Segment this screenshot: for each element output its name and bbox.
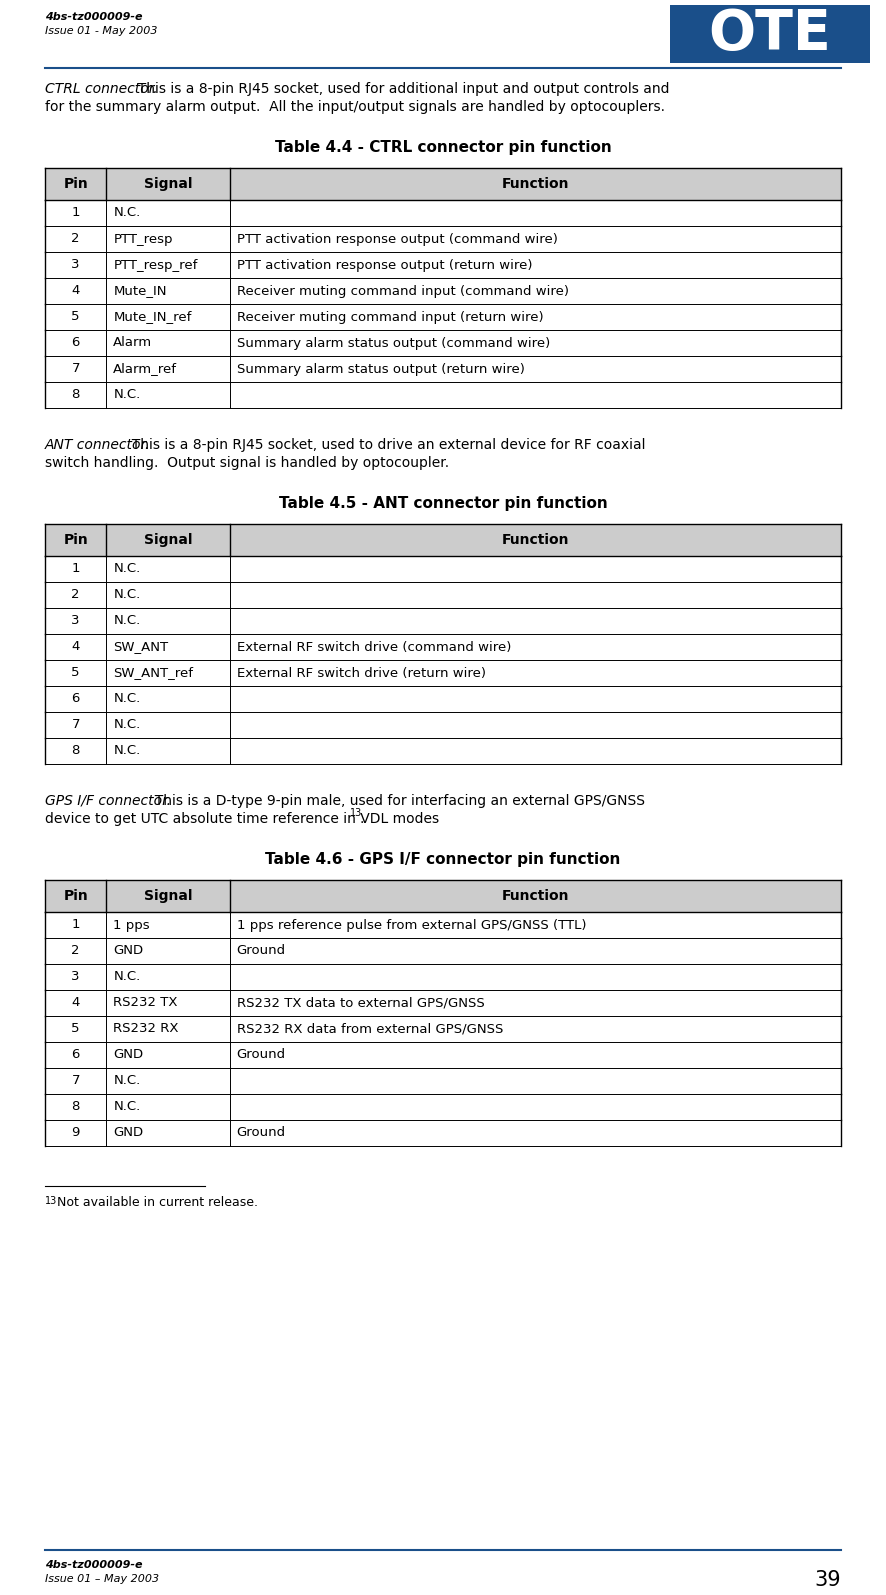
Text: N.C.: N.C. (113, 614, 141, 627)
Text: Mute_IN: Mute_IN (113, 284, 167, 298)
Text: GPS I/F connector.: GPS I/F connector. (45, 794, 171, 809)
Bar (45, 525, 841, 557)
Text: Pin: Pin (63, 533, 88, 547)
Text: device to get UTC absolute time reference in VDL modes: device to get UTC absolute time referenc… (45, 812, 439, 826)
Text: GND: GND (113, 944, 144, 957)
Text: 4: 4 (72, 641, 80, 654)
Text: 1 pps reference pulse from external GPS/GNSS (TTL): 1 pps reference pulse from external GPS/… (237, 919, 587, 931)
Text: N.C.: N.C. (113, 389, 141, 402)
Text: 9: 9 (72, 1126, 80, 1139)
Bar (670, 5, 870, 62)
Text: 8: 8 (72, 1101, 80, 1113)
Text: 1: 1 (72, 919, 80, 931)
Text: Summary alarm status output (return wire): Summary alarm status output (return wire… (237, 362, 525, 375)
Text: This is a 8-pin RJ45 socket, used to drive an external device for RF coaxial: This is a 8-pin RJ45 socket, used to dri… (123, 439, 646, 451)
Text: This is a D-type 9-pin male, used for interfacing an external GPS/GNSS: This is a D-type 9-pin male, used for in… (146, 794, 645, 809)
Text: 2: 2 (72, 944, 80, 957)
Text: Ground: Ground (237, 1048, 286, 1062)
Text: 4bs-tz000009-e: 4bs-tz000009-e (45, 13, 143, 22)
Text: Table 4.4 - CTRL connector pin function: Table 4.4 - CTRL connector pin function (275, 140, 611, 155)
Text: 8: 8 (72, 389, 80, 402)
Text: 13: 13 (45, 1196, 58, 1206)
Text: RS232 RX data from external GPS/GNSS: RS232 RX data from external GPS/GNSS (237, 1022, 503, 1035)
Text: 5: 5 (72, 311, 80, 324)
Text: External RF switch drive (command wire): External RF switch drive (command wire) (237, 641, 511, 654)
Text: ANT connector.: ANT connector. (45, 439, 151, 451)
Text: N.C.: N.C. (113, 563, 141, 576)
Text: 8: 8 (72, 745, 80, 758)
Text: 6: 6 (72, 1048, 80, 1062)
Text: 2: 2 (72, 233, 80, 246)
Text: Ground: Ground (237, 944, 286, 957)
Text: Pin: Pin (63, 888, 88, 903)
Text: PTT_resp: PTT_resp (113, 233, 173, 246)
Text: 4bs-tz000009-e: 4bs-tz000009-e (45, 1560, 143, 1569)
Text: PTT_resp_ref: PTT_resp_ref (113, 258, 198, 271)
Text: Alarm_ref: Alarm_ref (113, 362, 177, 375)
Text: 6: 6 (72, 692, 80, 705)
Text: 6: 6 (72, 337, 80, 349)
Text: Signal: Signal (144, 533, 192, 547)
Text: 5: 5 (72, 1022, 80, 1035)
Text: 39: 39 (814, 1569, 841, 1590)
Text: Summary alarm status output (command wire): Summary alarm status output (command wir… (237, 337, 550, 349)
Text: 3: 3 (72, 614, 80, 627)
Text: OTE: OTE (709, 6, 831, 61)
Text: SW_ANT: SW_ANT (113, 641, 168, 654)
Text: GND: GND (113, 1048, 144, 1062)
Text: GND: GND (113, 1126, 144, 1139)
Text: 3: 3 (72, 258, 80, 271)
Text: This is a 8-pin RJ45 socket, used for additional input and output controls and: This is a 8-pin RJ45 socket, used for ad… (129, 81, 670, 96)
Text: External RF switch drive (return wire): External RF switch drive (return wire) (237, 667, 486, 679)
Text: Not available in current release.: Not available in current release. (53, 1196, 258, 1209)
Text: Signal: Signal (144, 888, 192, 903)
Text: 3: 3 (72, 970, 80, 984)
Bar (45, 880, 841, 912)
Text: N.C.: N.C. (113, 589, 141, 601)
Text: 7: 7 (72, 362, 80, 375)
Text: 2: 2 (72, 589, 80, 601)
Text: RS232 TX data to external GPS/GNSS: RS232 TX data to external GPS/GNSS (237, 997, 485, 1010)
Bar (45, 167, 841, 199)
Text: Issue 01 - May 2003: Issue 01 - May 2003 (45, 26, 158, 37)
Text: SW_ANT_ref: SW_ANT_ref (113, 667, 193, 679)
Text: Function: Function (501, 888, 569, 903)
Text: 1: 1 (72, 563, 80, 576)
Text: for the summary alarm output.  All the input/output signals are handled by optoc: for the summary alarm output. All the in… (45, 100, 665, 113)
Text: Function: Function (501, 177, 569, 191)
Text: Issue 01 – May 2003: Issue 01 – May 2003 (45, 1574, 159, 1584)
Text: Table 4.6 - GPS I/F connector pin function: Table 4.6 - GPS I/F connector pin functi… (265, 852, 621, 868)
Text: N.C.: N.C. (113, 745, 141, 758)
Text: N.C.: N.C. (113, 206, 141, 220)
Text: CTRL connector.: CTRL connector. (45, 81, 158, 96)
Text: 4: 4 (72, 997, 80, 1010)
Text: PTT activation response output (command wire): PTT activation response output (command … (237, 233, 557, 246)
Text: N.C.: N.C. (113, 718, 141, 732)
Text: switch handling.  Output signal is handled by optocoupler.: switch handling. Output signal is handle… (45, 456, 449, 471)
Text: Mute_IN_ref: Mute_IN_ref (113, 311, 191, 324)
Text: Table 4.5 - ANT connector pin function: Table 4.5 - ANT connector pin function (278, 496, 608, 510)
Text: Receiver muting command input (command wire): Receiver muting command input (command w… (237, 284, 569, 298)
Text: RS232 TX: RS232 TX (113, 997, 178, 1010)
Text: 13: 13 (350, 809, 362, 818)
Text: Pin: Pin (63, 177, 88, 191)
Text: N.C.: N.C. (113, 1075, 141, 1088)
Text: Alarm: Alarm (113, 337, 152, 349)
Text: Function: Function (501, 533, 569, 547)
Text: Signal: Signal (144, 177, 192, 191)
Text: RS232 RX: RS232 RX (113, 1022, 179, 1035)
Text: 1: 1 (72, 206, 80, 220)
Text: 1 pps: 1 pps (113, 919, 150, 931)
Text: 4: 4 (72, 284, 80, 298)
Text: N.C.: N.C. (113, 1101, 141, 1113)
Text: 7: 7 (72, 1075, 80, 1088)
Text: 7: 7 (72, 718, 80, 732)
Text: PTT activation response output (return wire): PTT activation response output (return w… (237, 258, 532, 271)
Text: Ground: Ground (237, 1126, 286, 1139)
Text: Receiver muting command input (return wire): Receiver muting command input (return wi… (237, 311, 543, 324)
Text: .: . (359, 812, 363, 826)
Text: 5: 5 (72, 667, 80, 679)
Text: N.C.: N.C. (113, 970, 141, 984)
Text: N.C.: N.C. (113, 692, 141, 705)
